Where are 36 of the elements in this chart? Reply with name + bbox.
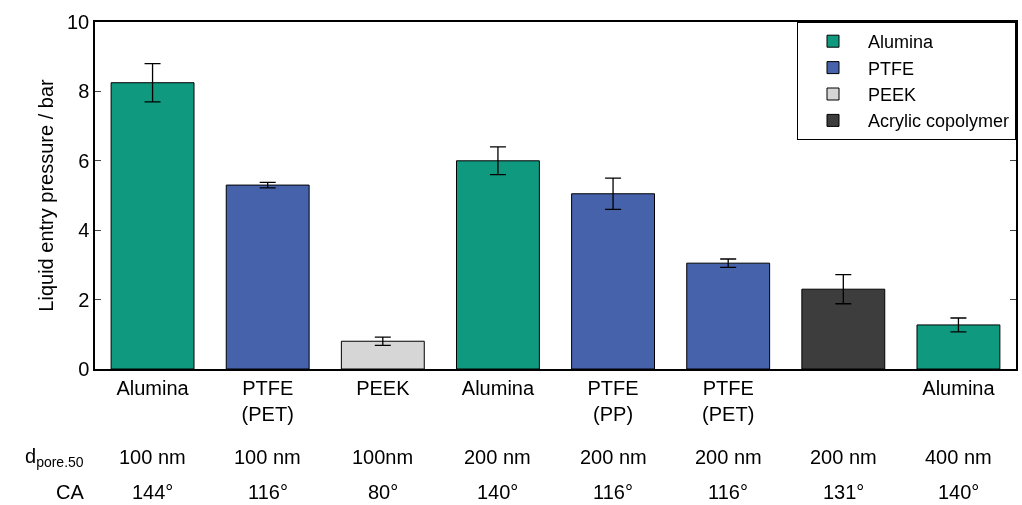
text: 116° — [708, 481, 748, 503]
legend-label: Alumina — [868, 32, 935, 53]
y-axis-title: Liquid entry pressure / bar — [35, 78, 57, 312]
y-tick-label: 8 — [78, 80, 90, 103]
text: 400 nm — [925, 446, 992, 468]
y-tick-label: 10 — [67, 11, 90, 33]
x-tick-label: PTFE (PP) — [587, 376, 639, 425]
x-tick-label: Alumina — [116, 376, 190, 399]
text: 140° — [938, 481, 980, 503]
y-tick-label: 4 — [78, 219, 90, 242]
text: 200 nm — [464, 446, 531, 468]
y-tick-label: 2 — [78, 288, 90, 311]
text: 100 nm — [234, 446, 301, 468]
text: 144° — [132, 481, 174, 503]
text: 116° — [248, 481, 288, 503]
text: d$_{pore.50}$ — [25, 445, 84, 471]
text: 100nm — [352, 446, 414, 468]
x-tick-label: Alumina — [461, 376, 535, 399]
legend-label: PTFE — [868, 58, 915, 79]
text: 80° — [368, 481, 399, 503]
legend-label: PEEK — [868, 85, 917, 106]
y-tick-label: 6 — [78, 149, 90, 172]
x-tick-label: PTFE (PET) — [702, 376, 755, 425]
text: CA — [56, 481, 85, 503]
text: 140° — [477, 481, 519, 503]
x-tick-label: PTFE (PET) — [241, 376, 294, 425]
text: 200 nm — [695, 446, 762, 468]
text: 116° — [593, 481, 633, 503]
legend-label: Acrylic copolymer — [868, 111, 1010, 132]
y-tick-label: 0 — [78, 358, 90, 380]
x-tick-label: Alumina — [922, 376, 996, 399]
text: 100 nm — [119, 446, 186, 468]
text: 200 nm — [810, 446, 877, 468]
text: 131° — [823, 481, 865, 503]
x-tick-label: PEEK — [356, 376, 411, 399]
text: 200 nm — [580, 446, 647, 468]
